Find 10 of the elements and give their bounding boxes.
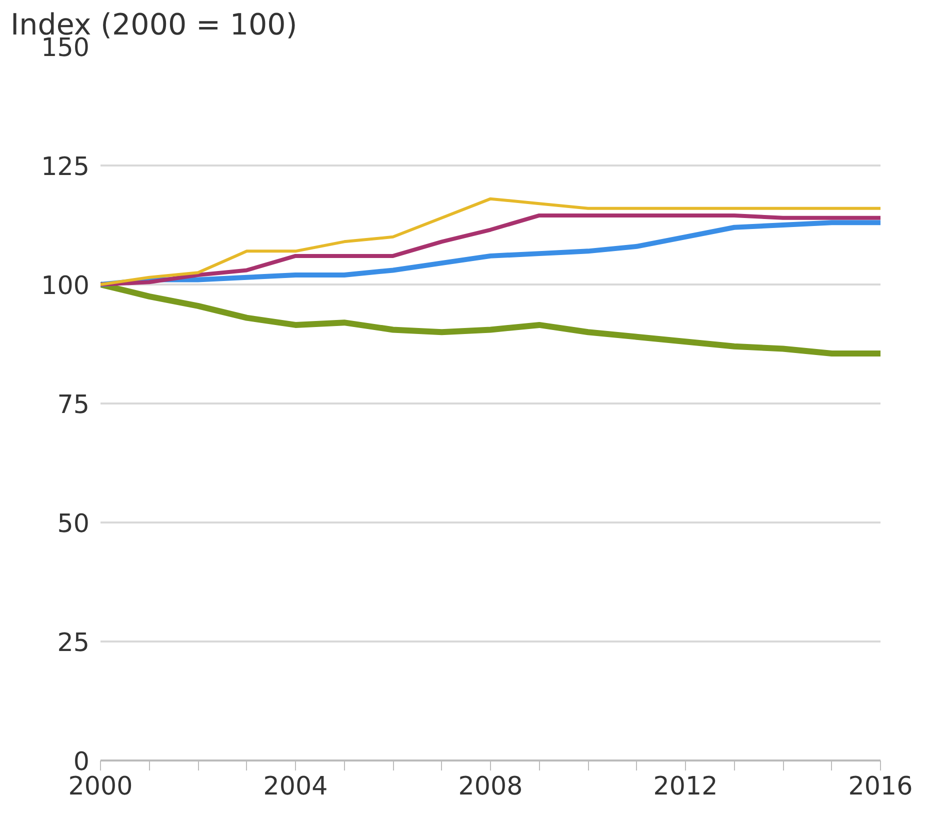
y-tick-label: 25	[57, 627, 90, 657]
x-tick-label: 2004	[263, 770, 328, 800]
x-tick-label: 2008	[458, 770, 523, 800]
line-series	[100, 197, 880, 286]
y-tick-label: 75	[57, 389, 90, 419]
x-tick-label: 2012	[653, 770, 718, 800]
y-tick-label: 100	[41, 270, 90, 300]
y-tick-label: 50	[57, 508, 90, 538]
x-tick-label: 2016	[848, 770, 913, 800]
y-tick-label: 125	[41, 151, 90, 181]
